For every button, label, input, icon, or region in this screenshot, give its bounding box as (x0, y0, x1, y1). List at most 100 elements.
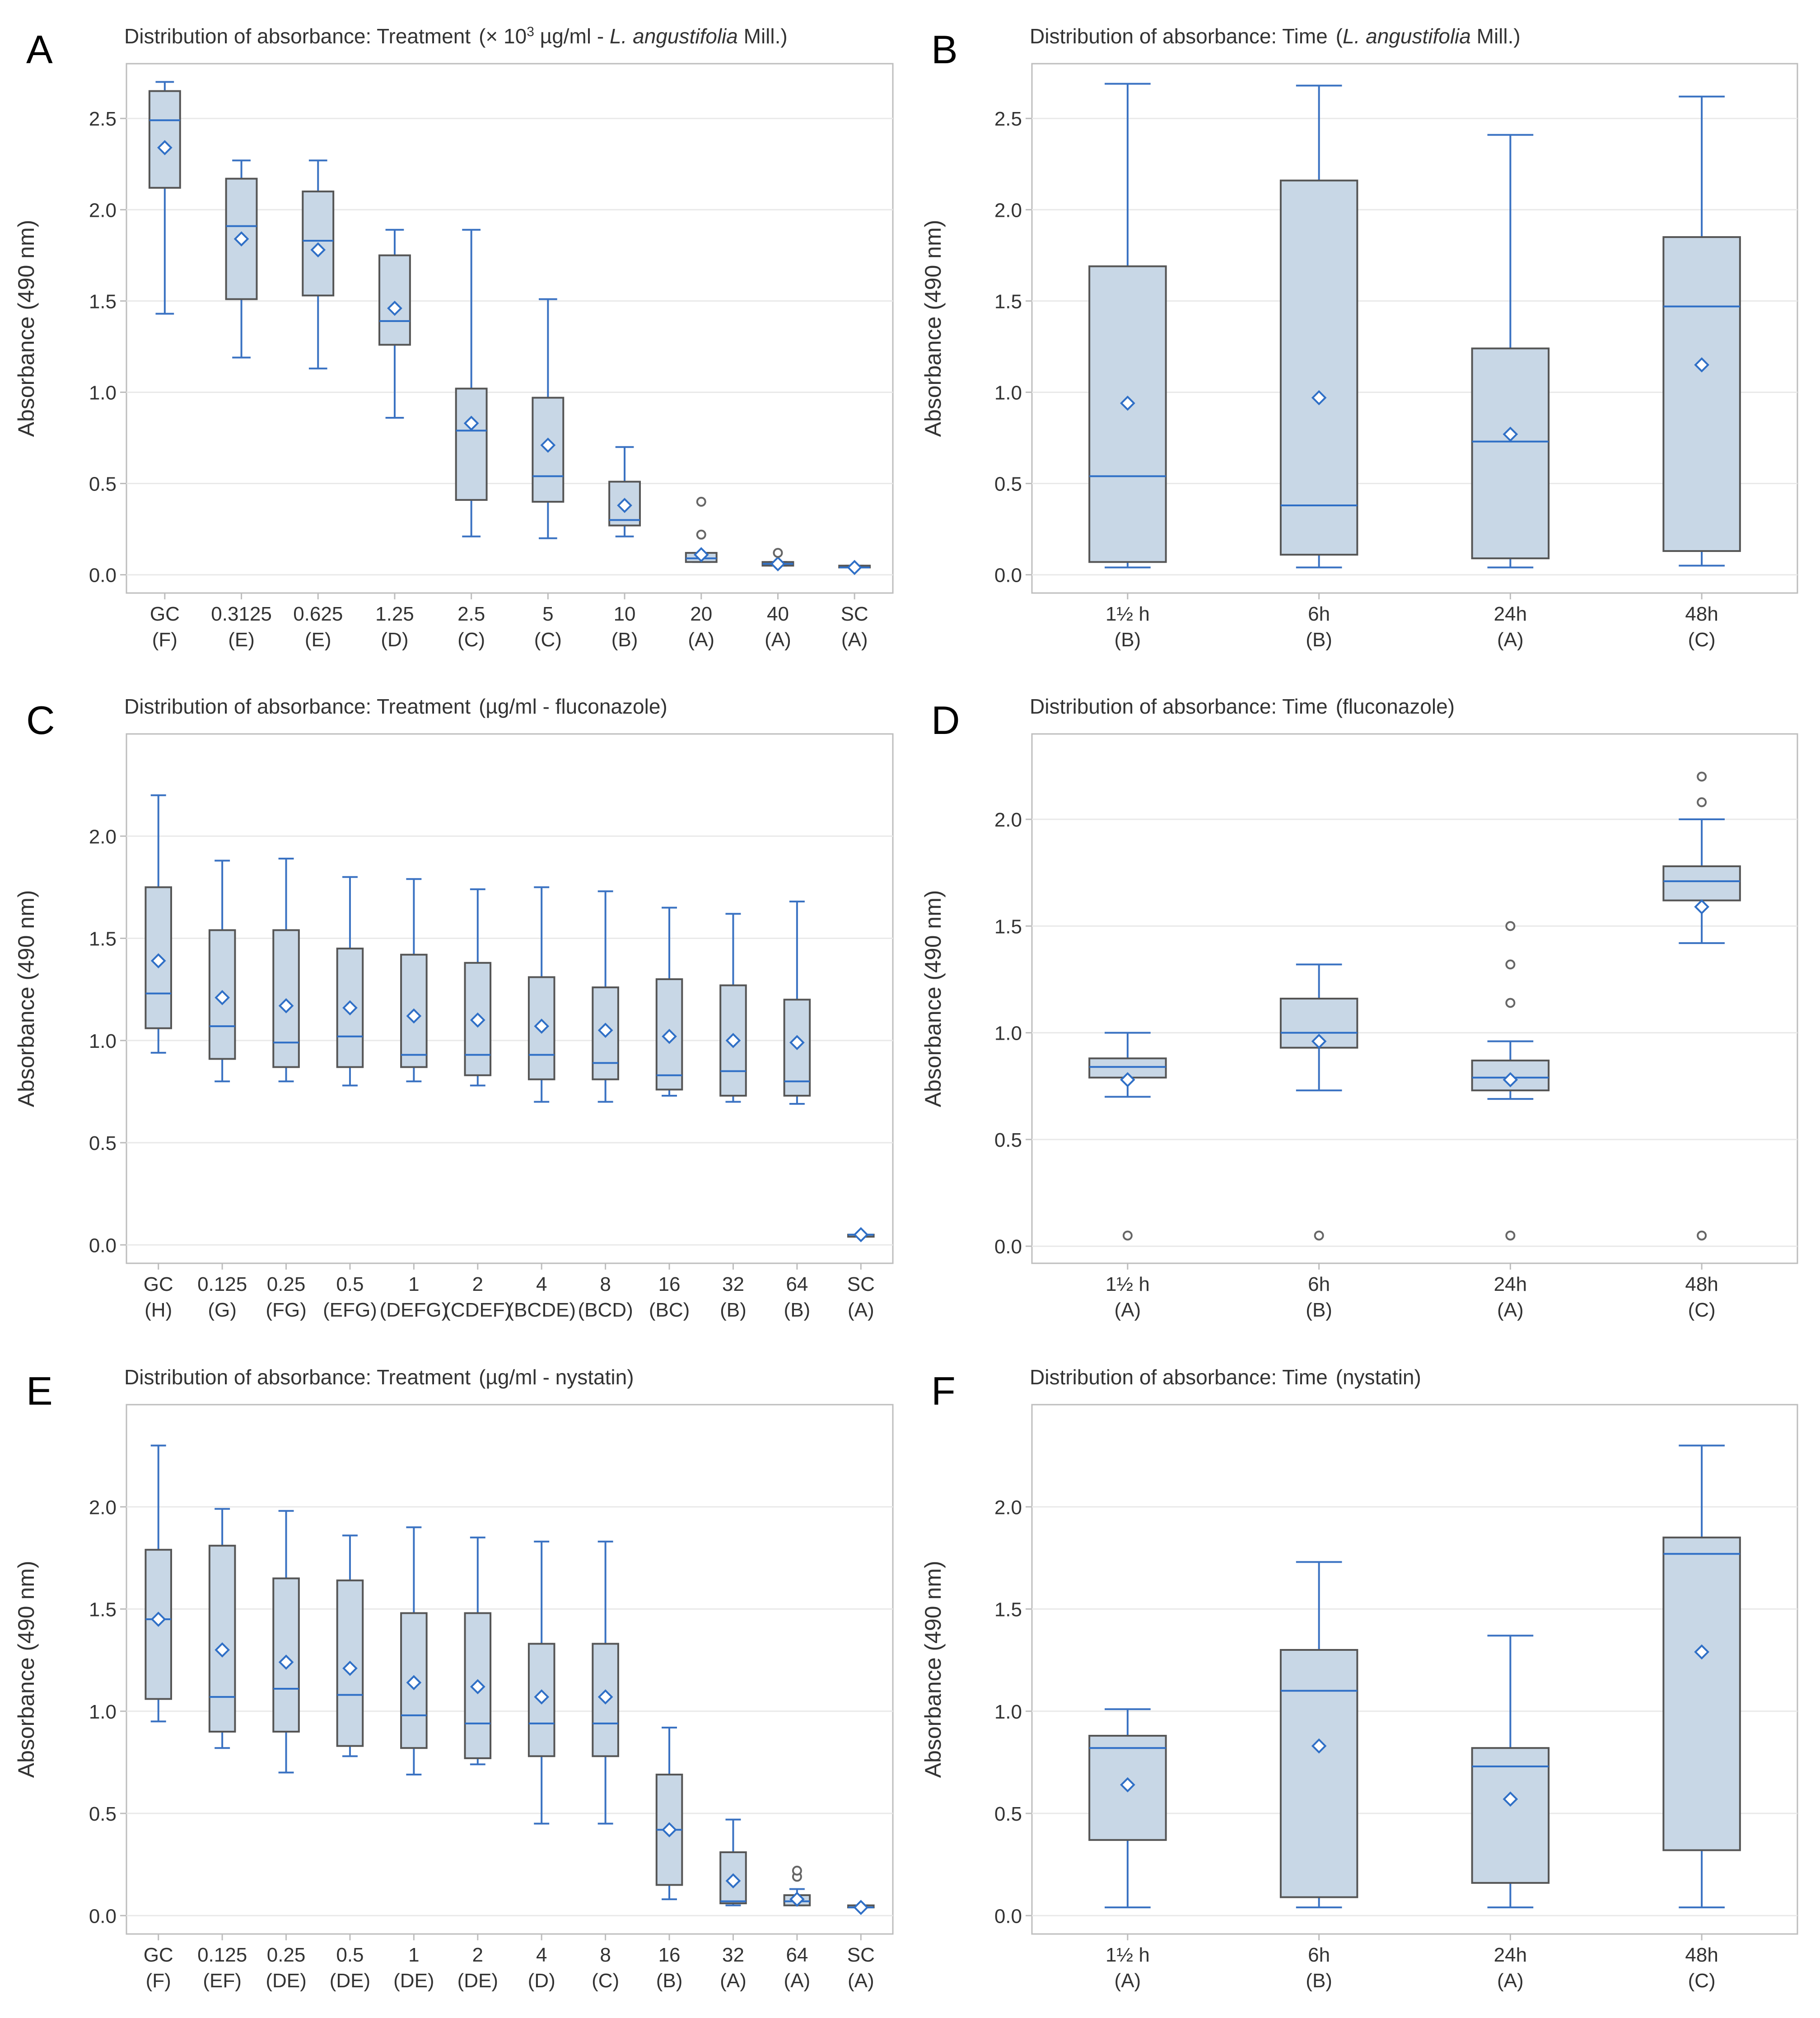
plot-frame (126, 1404, 894, 1935)
y-axis-label: Absorbance (490 nm) (14, 890, 39, 1107)
x-group-label: (DE) (266, 1970, 306, 1992)
y-tick-label: 0.5 (994, 473, 1022, 495)
mean-marker (662, 1028, 677, 1044)
panel-d: D Distribution of absorbance: Time (flucon… (920, 695, 1798, 1321)
mean-marker (770, 556, 786, 572)
x-tick-label: 0.3125 (211, 603, 272, 625)
chart-title-suffix: (nystatin) (1336, 1365, 1421, 1389)
y-tick-label: 0.5 (89, 473, 117, 495)
mean-marker (406, 1008, 422, 1024)
box-1½ h (1088, 1708, 1167, 1909)
plot-frame (126, 733, 894, 1264)
x-tick-label: GC (150, 603, 180, 625)
outlier-point (1505, 1230, 1516, 1241)
mean-marker (215, 990, 230, 1005)
mean-marker (662, 1822, 677, 1838)
x-tick-label: 0.125 (197, 1273, 247, 1295)
box-6h (1279, 84, 1358, 569)
box-GC (145, 794, 172, 1054)
box-4 (527, 886, 555, 1103)
y-tick-label: 1.0 (89, 1701, 117, 1723)
y-tick-label: 1.5 (89, 1599, 117, 1621)
chart-title-main: Distribution of absorbance: Time (1030, 24, 1328, 48)
x-tick-label: 2 (472, 1273, 483, 1295)
x-group-label: (B) (656, 1970, 683, 1992)
x-tick-label: 20 (690, 603, 712, 625)
panel-f: F Distribution of absorbance: Time (nystat… (920, 1365, 1798, 1992)
panel-b: B Distribution of absorbance: Time (L. ang… (920, 24, 1798, 651)
mean-marker (342, 1660, 358, 1676)
x-tick-label: SC (841, 603, 868, 625)
box-6h (1279, 1561, 1358, 1909)
x-tick-label: 24h (1494, 1944, 1527, 1966)
iqr-box (1662, 1537, 1741, 1851)
x-group-label: (A) (1497, 1299, 1524, 1321)
x-tick-label: 1½ h (1106, 603, 1150, 625)
y-tick-label: 2.5 (994, 108, 1022, 130)
y-tick-label: 2.0 (89, 1496, 117, 1518)
box-SC (838, 560, 871, 575)
box-1 (400, 878, 428, 1083)
chart-title-main: Distribution of absorbance: Treatment (124, 24, 471, 48)
box-0.5 (336, 1534, 364, 1757)
y-tick-label: 0.5 (994, 1129, 1022, 1151)
x-group-label: (A) (1497, 1970, 1524, 1992)
mean-marker (215, 1642, 230, 1658)
mean-marker (1311, 390, 1327, 406)
mean-marker (406, 1675, 422, 1691)
x-group-label: (C) (457, 629, 485, 651)
y-axis-label: Absorbance (490 nm) (14, 220, 39, 437)
box-64 (783, 901, 811, 1105)
y-tick-label: 1.5 (994, 916, 1022, 938)
iqr-box (1662, 865, 1741, 902)
y-tick-label: 0.0 (994, 1905, 1022, 1927)
x-group-label: (EF) (203, 1970, 242, 1992)
y-tick-label: 2.0 (89, 826, 117, 848)
x-group-label: (C) (1688, 629, 1716, 651)
x-tick-label: 32 (722, 1273, 744, 1295)
x-group-label: (DEFG) (380, 1299, 448, 1321)
x-tick-label: 0.25 (267, 1944, 306, 1966)
box-48h (1662, 1444, 1741, 1909)
panel-letter: C (26, 698, 55, 743)
chart-title-main: Distribution of absorbance: Time (1030, 1365, 1328, 1389)
x-tick-label: 2 (472, 1944, 483, 1966)
mean-marker (789, 1892, 805, 1907)
outlier-point (792, 1865, 802, 1876)
y-tick-label: 0.5 (89, 1132, 117, 1154)
x-tick-label: 48h (1685, 603, 1718, 625)
plot-frame (1031, 733, 1798, 1264)
box-0.125 (208, 1508, 236, 1749)
x-group-label: (FG) (266, 1299, 306, 1321)
x-group-label: (B) (1306, 1970, 1332, 1992)
x-group-label: (A) (1497, 629, 1524, 651)
mean-marker (233, 231, 249, 247)
iqr-box (608, 481, 641, 527)
chart-title: Distribution of absorbance: Time (flucona… (1030, 695, 1455, 718)
chart-title-suffix: (L. angustifolia Mill.) (1336, 24, 1521, 48)
y-tick-label: 0.0 (994, 1236, 1022, 1258)
y-axis-label: Absorbance (490 nm) (920, 1561, 946, 1778)
x-tick-label: 6h (1308, 1944, 1330, 1966)
x-tick-label: 1½ h (1106, 1273, 1150, 1295)
box-2 (464, 1537, 492, 1766)
chart-title-main: Distribution of absorbance: Treatment (124, 1365, 471, 1389)
x-tick-label: 6h (1308, 1273, 1330, 1295)
x-tick-label: 24h (1494, 1273, 1527, 1295)
mean-marker (1694, 1644, 1709, 1660)
iqr-box (1088, 265, 1167, 563)
y-axis-label: Absorbance (490 nm) (920, 220, 946, 437)
chart-title-suffix: (µg/ml - fluconazole) (479, 695, 667, 718)
x-group-label: (A) (1115, 1299, 1141, 1321)
x-tick-label: 32 (722, 1944, 744, 1966)
box-20 (685, 496, 718, 563)
x-tick-label: 64 (786, 1273, 808, 1295)
x-group-label: (EFG) (323, 1299, 377, 1321)
x-group-label: (F) (152, 629, 177, 651)
outlier-point (1697, 771, 1707, 782)
outlier-point (1505, 998, 1516, 1008)
box-0.5 (336, 876, 364, 1087)
box-5 (532, 298, 565, 539)
x-tick-label: 8 (600, 1273, 611, 1295)
